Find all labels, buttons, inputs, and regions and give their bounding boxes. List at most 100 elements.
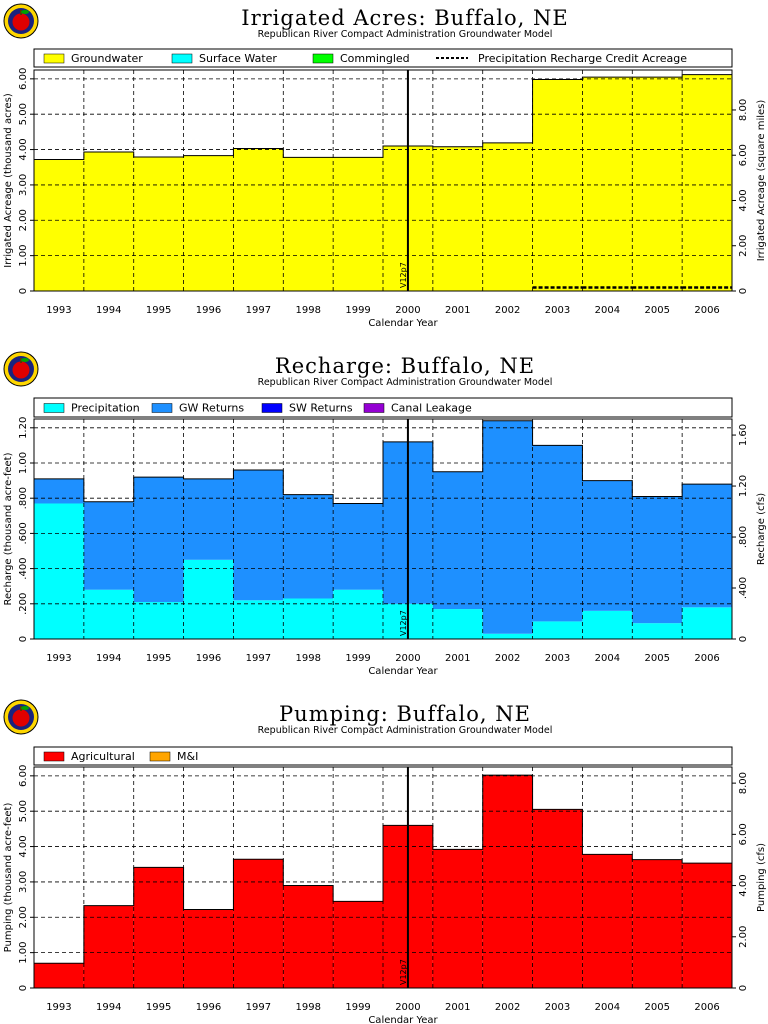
bar-2005-series-0 [632,77,683,292]
bar-2005-series-1 [632,496,683,624]
chart-title: Recharge: Buffalo, NE [275,354,535,378]
xtick-label-1998: 1998 [295,305,320,316]
bar-outline [34,74,732,160]
y2tick-label-3: 1.20 [738,475,749,497]
plot-frame [33,418,733,640]
ytick-label-1: .200 [18,593,29,615]
xtick-label-2005: 2005 [644,1002,669,1013]
bar-1999-series-1 [333,503,383,590]
bar-2003-series-0 [532,809,583,988]
ytick-label-0: 0 [18,985,29,991]
ytick-label-4: .800 [18,487,29,509]
bar-2001-series-0 [432,849,483,988]
ytick-label-6: 6.00 [18,68,29,90]
apple-icon [12,709,30,727]
bar-1995-series-0 [133,602,184,639]
y2tick-label-0: 0 [738,636,749,642]
bar-1994-series-1 [83,501,134,590]
ytick-label-0: 0 [18,636,29,642]
legend-swatch-2 [261,403,283,413]
xtick-label-1998: 1998 [295,653,320,664]
bar-1996-series-0 [183,909,234,988]
xtick-label-2000: 2000 [395,1002,420,1013]
legend-label-0: Groundwater [71,52,143,65]
ytick-label-2: 2.00 [18,209,29,231]
bar-1998-series-0 [283,157,334,291]
bar-2002-series-1 [482,420,533,634]
apple-leaf-icon [21,358,29,362]
xtick-label-2006: 2006 [694,653,719,664]
xtick-label-1999: 1999 [345,305,370,316]
apple-icon [12,13,30,31]
apple-icon [12,361,30,379]
xtick-label-1999: 1999 [345,1002,370,1013]
legend-label-2: SW Returns [289,402,353,415]
ytick-label-1: 1.00 [18,245,29,267]
apple-stem-icon [20,358,22,363]
bar-2003-series-0 [532,621,583,639]
y2tick-label-0: 0 [738,985,749,991]
ytick-label-5: 1.00 [18,452,29,474]
xtick-label-2002: 2002 [495,653,520,664]
bar-1993-series-0 [34,159,84,291]
ytick-label-5: 5.00 [18,800,29,822]
xtick-label-2000: 2000 [395,653,420,664]
y2tick-label-1: 2.00 [738,926,749,948]
xtick-label-2001: 2001 [445,1002,470,1013]
legend-label-0: Agricultural [71,750,135,763]
bar-1997-series-0 [233,859,284,988]
ytick-label-3: 3.00 [18,871,29,893]
bar-2005-series-0 [632,623,683,639]
apple-leaf-icon [21,706,29,710]
bar-1998-series-0 [283,598,334,639]
x-axis-label: Calendar Year [368,1015,438,1024]
bar-1994-series-0 [83,905,134,988]
xtick-label-2002: 2002 [495,1002,520,1013]
marker-label: V12p7 [399,262,408,288]
ytick-label-2: 2.00 [18,906,29,928]
bar-2006-series-0 [682,863,732,988]
xtick-label-2003: 2003 [545,305,570,316]
y2-axis-label: Pumping (cfs) [756,843,767,912]
ytick-label-4: 4.00 [18,138,29,160]
ytick-label-2: .400 [18,557,29,579]
bar-1999-series-0 [333,589,383,639]
plot-frame [33,766,733,989]
bar-1993-series-0 [34,503,84,639]
apple-leaf-icon [21,10,29,14]
bar-2005-series-0 [632,859,683,988]
xtick-label-1995: 1995 [146,1002,171,1013]
marker-label: V12p7 [399,610,408,636]
bar-1993-series-0 [34,963,84,988]
ytick-label-1: 1.00 [18,942,29,964]
y-axis-label: Recharge (thousand acre-feet) [3,452,14,605]
legend-swatch-1 [171,53,193,64]
y2tick-label-0: 0 [738,288,749,294]
y2tick-label-3: 6.00 [738,823,749,845]
xtick-label-2003: 2003 [545,1002,570,1013]
bar-2001-series-0 [432,609,483,639]
xtick-label-2005: 2005 [644,305,669,316]
bar-1999-series-0 [333,157,383,291]
legend-swatch-0 [43,751,65,762]
bar-2004-series-0 [582,854,633,988]
marker-label: V12p7 [399,959,408,985]
xtick-label-1993: 1993 [46,653,71,664]
legend-label-line: Precipitation Recharge Credit Acreage [478,52,687,65]
xtick-label-2004: 2004 [595,305,620,316]
bar-2006-series-1 [682,484,732,608]
xtick-label-1997: 1997 [246,653,271,664]
bar-1995-series-0 [133,156,184,291]
bar-2006-series-0 [682,74,732,291]
y2tick-label-2: .800 [738,526,749,548]
x-axis-label: Calendar Year [368,318,438,329]
bar-1997-series-1 [233,470,284,601]
chart-title: Pumping: Buffalo, NE [279,702,531,726]
bar-outline [34,774,732,964]
y2tick-label-2: 4.00 [738,874,749,896]
legend-label-2: Commingled [340,52,410,65]
y2-axis-label: Recharge (cfs) [756,493,767,565]
